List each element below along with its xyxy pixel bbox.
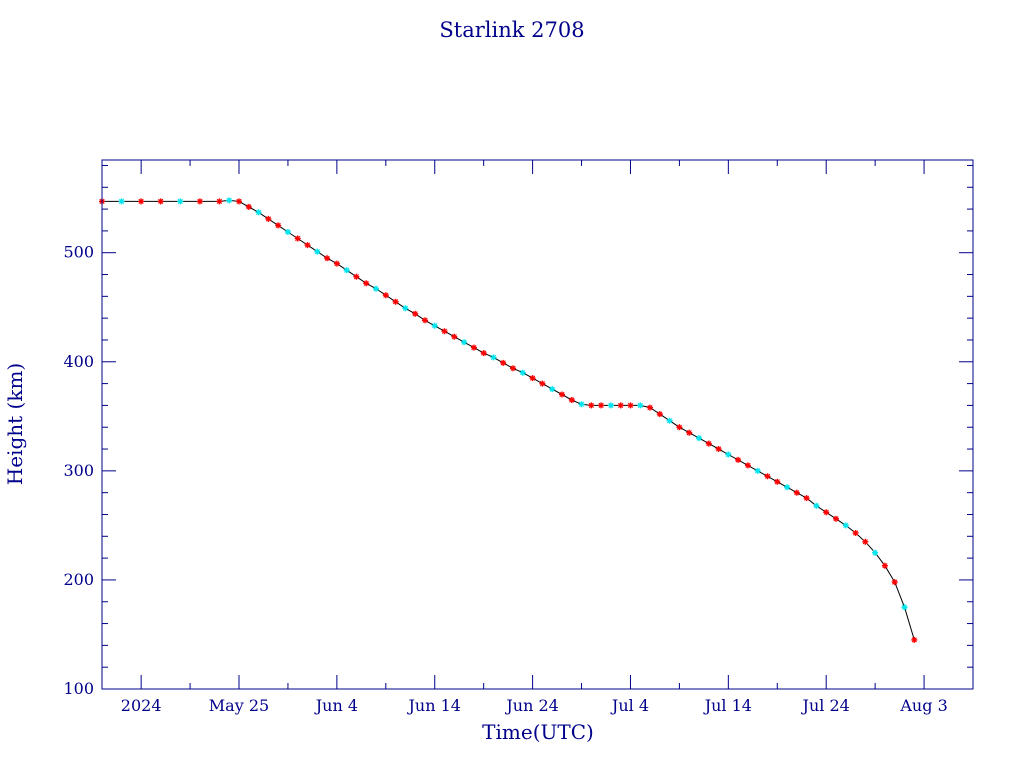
data-point [216, 198, 223, 205]
data-point [196, 198, 203, 205]
data-point [862, 538, 869, 545]
data-point [705, 440, 712, 447]
data-point [549, 386, 556, 393]
data-point [275, 222, 282, 229]
data-point [245, 203, 252, 210]
data-point [451, 333, 458, 340]
data-point [412, 310, 419, 317]
data-point [647, 404, 653, 411]
data-point [177, 198, 184, 205]
data-point [627, 402, 634, 409]
data-point [333, 260, 340, 267]
data-point [744, 462, 751, 469]
data-point [392, 298, 399, 305]
plot-area [99, 197, 918, 643]
data-point [891, 579, 898, 586]
y-tick-label: 200 [63, 570, 94, 589]
data-point [823, 509, 830, 516]
x-tick-label: May 25 [209, 696, 269, 715]
x-tick-label: Jun 4 [314, 696, 358, 715]
data-point [764, 473, 771, 480]
y-tick-label: 400 [63, 352, 94, 371]
data-point [559, 391, 565, 398]
data-point [422, 317, 428, 324]
data-point [510, 365, 516, 372]
data-point [637, 402, 644, 409]
data-point [353, 273, 360, 280]
plot-frame [101, 159, 974, 690]
y-tick-label: 500 [63, 243, 94, 262]
data-point [226, 197, 233, 204]
data-point [324, 255, 331, 262]
data-point [676, 424, 683, 431]
data-point [373, 285, 379, 292]
data-point [754, 467, 761, 474]
data-point [431, 322, 438, 329]
y-tick-label: 100 [63, 679, 94, 698]
data-point [607, 402, 614, 409]
x-tick-label: Jul 4 [610, 696, 649, 715]
data-point [294, 235, 301, 242]
data-point [284, 229, 291, 235]
data-point [666, 417, 673, 424]
data-point [617, 402, 624, 409]
data-point [911, 636, 918, 643]
data-point [363, 280, 370, 287]
data-point [881, 562, 888, 569]
data-point [793, 489, 800, 496]
data-point [402, 305, 409, 312]
data-point [813, 502, 820, 509]
y-axis-title: Height (km) [3, 363, 27, 485]
data-point [314, 248, 321, 255]
x-tick-label: Jun 14 [407, 696, 461, 715]
data-point [255, 209, 262, 216]
data-point [774, 478, 781, 485]
chart-title: Starlink 2708 [439, 18, 584, 42]
data-point [656, 411, 663, 418]
data-point [568, 397, 575, 403]
data-point [343, 267, 350, 274]
data-point [500, 359, 507, 366]
data-point [519, 369, 526, 376]
x-tick-label: Jul 24 [801, 696, 850, 715]
data-point [441, 328, 448, 335]
data-point [529, 375, 536, 382]
data-point [382, 292, 389, 299]
y-tick-label: 300 [63, 461, 94, 480]
data-point [236, 198, 242, 205]
x-tick-label: Aug 3 [899, 696, 947, 715]
series-line [102, 199, 915, 641]
data-point [842, 522, 849, 529]
data-point [725, 451, 732, 458]
data-point [598, 402, 605, 409]
data-point [539, 380, 546, 387]
x-tick-label: 2024 [121, 696, 162, 715]
data-point [470, 344, 477, 351]
data-point [304, 242, 311, 249]
data-point [490, 354, 497, 361]
data-point [588, 402, 595, 409]
data-point [803, 495, 810, 502]
data-point [852, 530, 859, 536]
data-point [686, 429, 693, 436]
axes: 100 200 300 400 500 2024 May 25 Jun 4 Jun 14 Jun … [63, 160, 974, 715]
x-tick-label: Jun 24 [504, 696, 558, 715]
data-point [872, 549, 879, 556]
data-point [265, 215, 272, 222]
data-point [157, 198, 164, 205]
data-point [833, 515, 839, 522]
data-point [696, 435, 702, 442]
data-point [578, 401, 585, 408]
data-point [784, 484, 791, 491]
data-point [901, 604, 908, 611]
data-point [735, 456, 742, 463]
data-point [715, 446, 722, 452]
data-point [461, 339, 468, 346]
data-point [118, 198, 125, 205]
x-tick-label: Jul 14 [703, 696, 752, 715]
x-axis-title: Time(UTC) [482, 720, 594, 744]
data-point [480, 350, 487, 357]
data-point [138, 198, 145, 205]
